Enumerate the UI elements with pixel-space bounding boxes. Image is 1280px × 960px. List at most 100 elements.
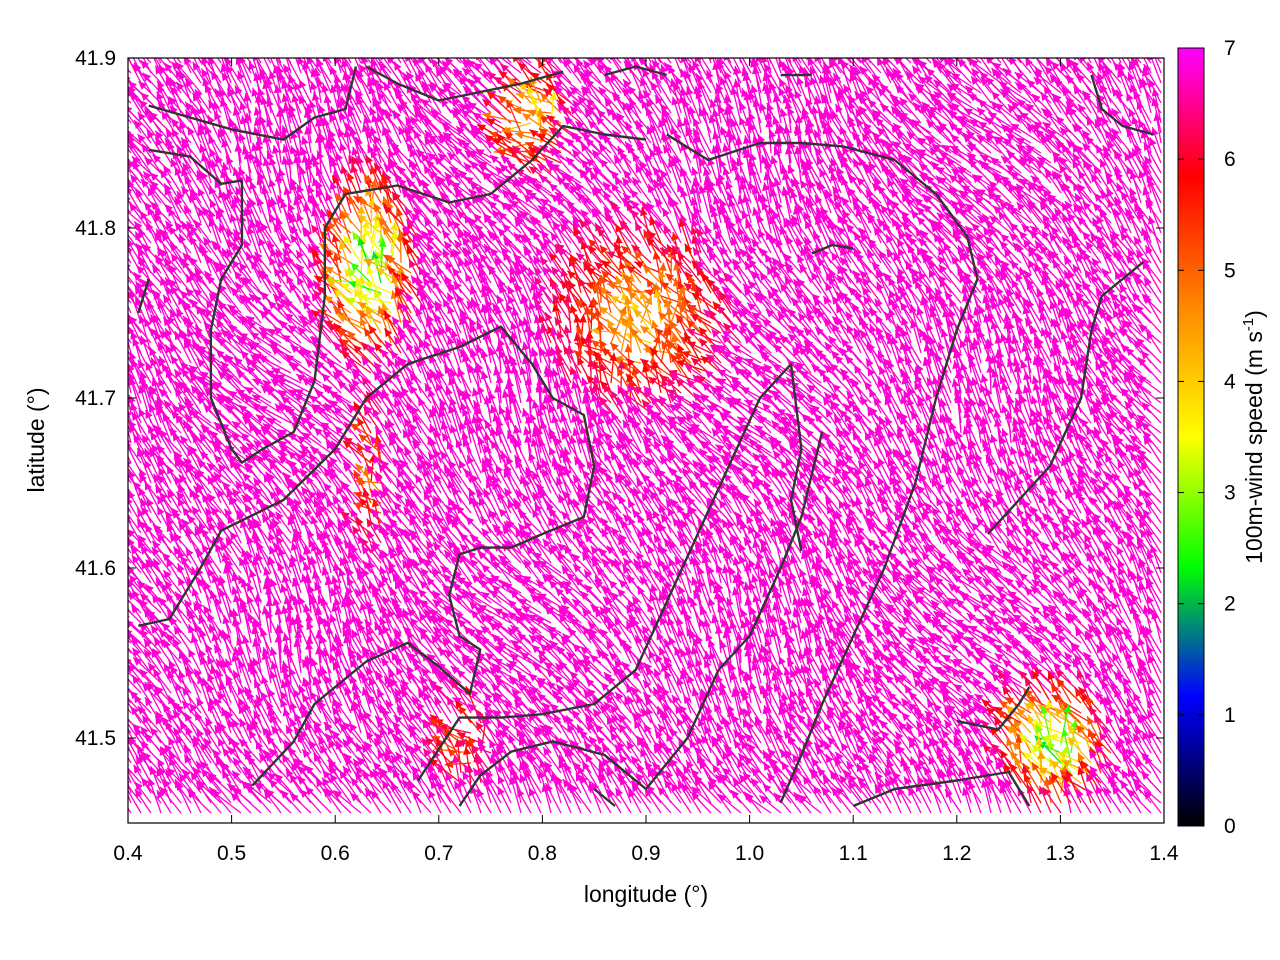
wind-arrow-head — [171, 61, 180, 71]
wind-arrow-head — [467, 42, 476, 50]
wind-arrow-head — [751, 65, 760, 75]
wind-arrow-shaft — [206, 58, 212, 64]
wind-arrow-head — [859, 90, 868, 99]
wind-arrow-head — [118, 264, 126, 273]
wind-arrow-head — [1045, 58, 1054, 67]
wind-arrow-head — [648, 46, 656, 55]
wind-arrow-head — [626, 59, 634, 69]
wind-arrow-head — [498, 71, 508, 79]
wind-arrow-head — [387, 156, 396, 166]
wind-arrow-head — [863, 127, 872, 137]
wind-arrow-head — [1138, 45, 1145, 54]
wind-arrow-head — [713, 94, 722, 104]
wind-arrow-head — [395, 90, 404, 100]
wind-arrow-head — [427, 152, 437, 161]
wind-arrow-head — [447, 152, 456, 161]
wind-arrow-head — [439, 133, 448, 143]
wind-arrow-head — [301, 136, 309, 146]
wind-arrow-head — [463, 162, 473, 172]
wind-arrow-shaft — [203, 58, 222, 84]
wind-arrow-head — [387, 58, 395, 64]
wind-arrow-head — [282, 103, 291, 112]
wind-arrow-head — [331, 35, 338, 44]
wind-arrow-head — [232, 107, 241, 116]
wind-arrow-head — [484, 134, 494, 143]
wind-arrow-head — [418, 68, 426, 78]
wind-arrow-head — [1016, 137, 1026, 146]
wind-arrow-head — [1019, 38, 1027, 47]
wind-arrow-head — [429, 136, 438, 145]
wind-arrow-head — [641, 99, 649, 109]
wind-arrow-head — [316, 150, 325, 160]
wind-arrow-head — [580, 71, 589, 81]
wind-arrow-head — [493, 76, 503, 85]
wind-arrow-head — [302, 61, 310, 70]
wind-arrow-head — [682, 45, 690, 54]
wind-arrow-head — [274, 38, 282, 47]
wind-arrow-head — [1003, 41, 1011, 50]
wind-arrow-head — [259, 71, 267, 81]
wind-arrow-head — [794, 90, 802, 100]
wind-arrow-head — [665, 273, 675, 282]
wind-arrow-head — [116, 241, 123, 250]
wind-arrow-head — [1102, 68, 1110, 78]
wind-arrow-head — [611, 111, 620, 121]
wind-arrow-head — [902, 143, 912, 152]
wind-arrow-head — [1148, 58, 1156, 61]
wind-arrow-shaft — [357, 58, 362, 64]
wind-arrow-head — [134, 120, 143, 129]
wind-arrow-head — [584, 36, 592, 45]
wind-arrow-head — [253, 58, 260, 62]
wind-arrow-head — [1143, 142, 1152, 152]
wind-arrow-head — [406, 133, 414, 143]
wind-arrow-head — [408, 84, 417, 93]
wind-arrow-head — [328, 129, 336, 139]
wind-arrow-head — [573, 64, 582, 74]
wind-arrow-head — [1002, 68, 1012, 77]
wind-arrow-head — [435, 68, 444, 78]
wind-arrow-head — [871, 79, 881, 89]
wind-arrow-head — [228, 117, 236, 127]
wind-arrow-head — [128, 81, 137, 90]
wind-arrow-head — [314, 134, 323, 143]
wind-arrow-head — [472, 112, 482, 121]
wind-arrow-head — [906, 131, 916, 141]
wind-arrow-head — [393, 110, 401, 120]
wind-arrow-head — [660, 64, 668, 74]
wind-arrow-head — [908, 93, 918, 102]
wind-arrow-head — [349, 67, 357, 77]
wind-arrow-shaft — [542, 58, 562, 74]
wind-arrow-head — [335, 152, 343, 162]
wind-arrow-head — [212, 100, 220, 110]
wind-arrow-head — [458, 121, 467, 130]
wind-arrow-head — [826, 125, 834, 135]
wind-arrow-head — [1109, 133, 1118, 143]
wind-arrow-head — [155, 130, 164, 140]
wind-arrow-head — [350, 164, 358, 174]
wind-arrow-head — [768, 129, 777, 139]
wind-arrow-head — [549, 91, 558, 101]
wind-arrow-head — [948, 122, 958, 131]
wind-arrow-head — [377, 81, 385, 91]
wind-arrow-head — [584, 69, 593, 79]
wind-arrow-head — [663, 144, 671, 154]
wind-arrow-head — [1033, 121, 1043, 130]
wind-arrow-head — [540, 257, 549, 266]
wind-arrow-shaft — [458, 58, 472, 74]
wind-arrow-head — [308, 99, 317, 109]
wind-arrow-head — [554, 86, 563, 95]
wind-arrow-head — [959, 44, 968, 52]
wind-arrow-head — [142, 32, 150, 41]
wind-arrow-head — [819, 111, 828, 121]
wind-arrow-shaft — [857, 58, 872, 74]
wind-arrow-head — [720, 126, 728, 136]
wind-arrow-head — [580, 142, 589, 152]
wind-arrow-head — [198, 122, 207, 132]
wind-arrow-head — [1117, 69, 1125, 79]
wind-arrow-shaft — [1100, 58, 1112, 84]
wind-arrow-head — [1073, 85, 1082, 95]
wind-arrow-head — [251, 87, 259, 97]
wind-arrow-head — [1031, 124, 1041, 133]
wind-arrow-head — [872, 109, 880, 119]
wind-arrow-head — [456, 126, 465, 135]
